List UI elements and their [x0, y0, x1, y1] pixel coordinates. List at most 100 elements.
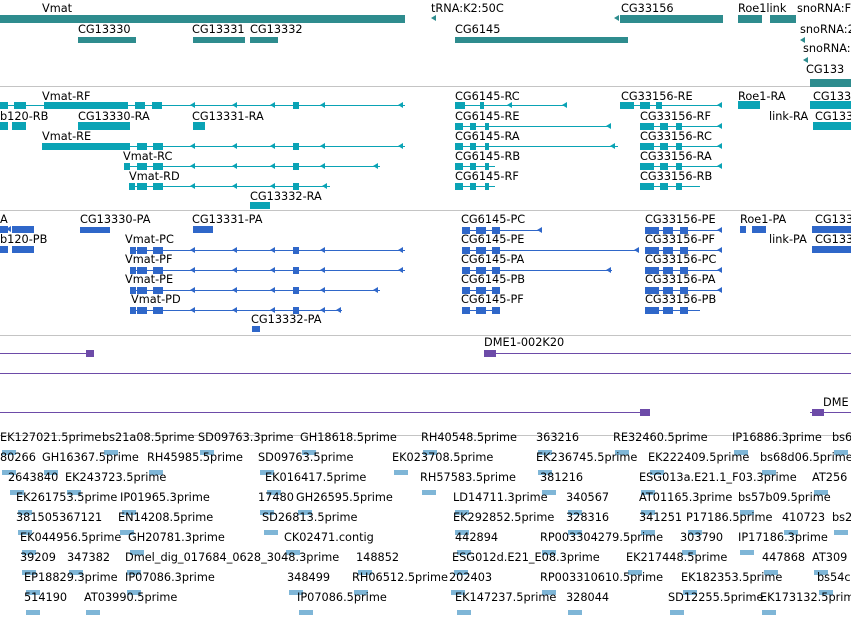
feature-block[interactable]	[640, 163, 654, 170]
feature-block[interactable]	[293, 163, 299, 170]
feature-block[interactable]	[812, 226, 851, 233]
feature-block[interactable]	[810, 101, 851, 109]
feature-intron-line[interactable]	[620, 105, 720, 106]
feature-block[interactable]	[485, 143, 489, 150]
feature-block[interactable]	[14, 102, 26, 109]
feature-block[interactable]	[476, 227, 486, 234]
feature-block[interactable]	[740, 550, 754, 555]
feature-block[interactable]	[680, 307, 688, 314]
feature-block[interactable]	[645, 267, 659, 274]
feature-block[interactable]	[492, 247, 500, 254]
feature-block[interactable]	[0, 15, 405, 23]
feature-block[interactable]	[26, 590, 40, 595]
feature-block[interactable]	[641, 510, 655, 515]
feature-block[interactable]	[834, 530, 848, 535]
feature-intron-line[interactable]	[0, 373, 851, 374]
feature-block[interactable]	[645, 307, 659, 314]
feature-block[interactable]	[457, 550, 471, 555]
feature-block[interactable]	[252, 326, 260, 332]
strand-arrow[interactable]	[634, 247, 639, 253]
strand-arrow[interactable]	[507, 102, 512, 108]
feature-block[interactable]	[137, 267, 147, 274]
feature-block[interactable]	[680, 247, 688, 254]
feature-block[interactable]	[455, 530, 469, 535]
feature-intron-line[interactable]	[462, 270, 612, 271]
strand-arrow[interactable]	[717, 123, 722, 129]
feature-block[interactable]	[762, 470, 776, 475]
feature-intron-line[interactable]	[0, 105, 405, 106]
strand-arrow[interactable]	[270, 102, 275, 108]
feature-block[interactable]	[641, 530, 655, 535]
feature-block[interactable]	[485, 183, 489, 190]
feature-block[interactable]	[455, 510, 469, 515]
feature-block[interactable]	[680, 227, 688, 234]
feature-block[interactable]	[542, 550, 556, 555]
feature-block[interactable]	[680, 267, 688, 274]
feature-block[interactable]	[293, 143, 299, 150]
strand-arrow[interactable]	[717, 267, 722, 273]
feature-block[interactable]	[568, 530, 582, 535]
feature-block[interactable]	[137, 307, 147, 314]
feature-block[interactable]	[492, 307, 500, 314]
feature-block[interactable]	[676, 183, 682, 190]
feature-block[interactable]	[676, 163, 682, 170]
strand-arrow[interactable]	[190, 307, 195, 313]
feature-block[interactable]	[78, 122, 130, 130]
feature-block[interactable]	[462, 247, 470, 254]
feature-block[interactable]	[0, 102, 8, 109]
strand-arrow[interactable]	[614, 15, 619, 21]
feature-block[interactable]	[44, 470, 58, 475]
feature-block[interactable]	[200, 450, 214, 455]
feature-block[interactable]	[129, 183, 135, 190]
feature-block[interactable]	[293, 307, 299, 314]
feature-block[interactable]	[250, 202, 270, 209]
strand-arrow[interactable]	[320, 143, 325, 149]
strand-arrow[interactable]	[431, 15, 436, 21]
feature-block[interactable]	[130, 267, 136, 274]
feature-block[interactable]	[423, 450, 437, 455]
feature-block[interactable]	[153, 143, 163, 150]
feature-block[interactable]	[462, 227, 470, 234]
feature-block[interactable]	[302, 450, 316, 455]
strand-arrow[interactable]	[398, 143, 403, 149]
feature-block[interactable]	[538, 470, 552, 475]
feature-block[interactable]	[762, 610, 776, 615]
feature-block[interactable]	[615, 450, 629, 455]
strand-arrow[interactable]	[320, 267, 325, 273]
feature-block[interactable]	[812, 409, 824, 416]
strand-arrow[interactable]	[320, 247, 325, 253]
feature-block[interactable]	[12, 246, 34, 253]
feature-block[interactable]	[153, 247, 163, 254]
feature-intron-line[interactable]	[124, 166, 380, 167]
feature-block[interactable]	[538, 450, 552, 455]
feature-block[interactable]	[137, 287, 147, 294]
feature-block[interactable]	[485, 163, 489, 170]
feature-block[interactable]	[289, 590, 303, 595]
feature-block[interactable]	[260, 470, 274, 475]
feature-block[interactable]	[663, 267, 673, 274]
feature-block[interactable]	[812, 246, 851, 253]
feature-block[interactable]	[12, 226, 34, 233]
feature-block[interactable]	[293, 247, 299, 254]
feature-block[interactable]	[104, 450, 118, 455]
feature-block[interactable]	[663, 247, 673, 254]
feature-block[interactable]	[542, 590, 556, 595]
feature-block[interactable]	[492, 267, 500, 274]
feature-block[interactable]	[682, 550, 696, 555]
strand-arrow[interactable]	[800, 37, 805, 43]
strand-arrow[interactable]	[322, 183, 327, 189]
feature-intron-line[interactable]	[129, 186, 330, 187]
strand-arrow[interactable]	[232, 163, 237, 169]
feature-block[interactable]	[476, 247, 486, 254]
feature-block[interactable]	[485, 123, 489, 130]
feature-block[interactable]	[470, 123, 476, 130]
feature-block[interactable]	[645, 227, 659, 234]
feature-block[interactable]	[80, 227, 110, 233]
strand-arrow[interactable]	[398, 267, 403, 273]
feature-intron-line[interactable]	[42, 146, 405, 147]
feature-block[interactable]	[2, 470, 16, 475]
strand-arrow[interactable]	[320, 307, 325, 313]
strand-arrow[interactable]	[190, 102, 195, 108]
feature-intron-line[interactable]	[130, 250, 405, 251]
feature-block[interactable]	[18, 530, 32, 535]
